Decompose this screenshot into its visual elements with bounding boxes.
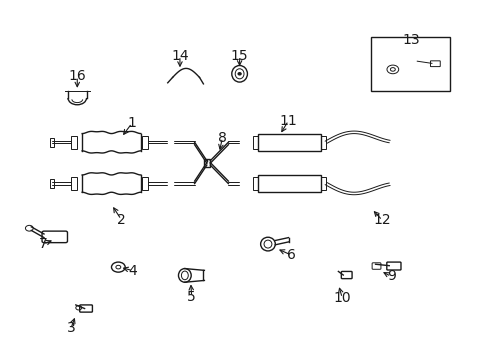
Text: 2: 2	[117, 213, 125, 226]
Circle shape	[238, 73, 241, 75]
Text: 7: 7	[39, 237, 47, 251]
Text: 10: 10	[333, 291, 350, 305]
Text: 12: 12	[373, 213, 390, 227]
Text: 4: 4	[128, 264, 137, 278]
Bar	[204, 158, 210, 167]
Text: 3: 3	[66, 321, 75, 335]
Text: 1: 1	[127, 116, 136, 130]
Text: 8: 8	[218, 131, 226, 144]
Text: 9: 9	[386, 270, 395, 283]
Text: 15: 15	[230, 49, 248, 63]
Bar	[257, 175, 321, 192]
Bar	[257, 134, 321, 151]
Text: 13: 13	[402, 33, 420, 47]
Text: 14: 14	[171, 49, 188, 63]
Text: 16: 16	[68, 69, 86, 83]
Text: 11: 11	[279, 114, 297, 127]
Text: 6: 6	[286, 248, 295, 262]
Text: 5: 5	[187, 290, 196, 304]
Bar	[370, 37, 449, 91]
